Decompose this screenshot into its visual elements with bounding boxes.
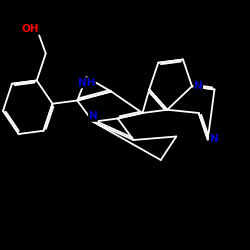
Text: N: N: [88, 111, 98, 121]
Text: OH: OH: [22, 24, 39, 34]
Text: NH: NH: [78, 78, 95, 88]
Text: N: N: [194, 81, 202, 91]
Text: N: N: [210, 134, 218, 144]
